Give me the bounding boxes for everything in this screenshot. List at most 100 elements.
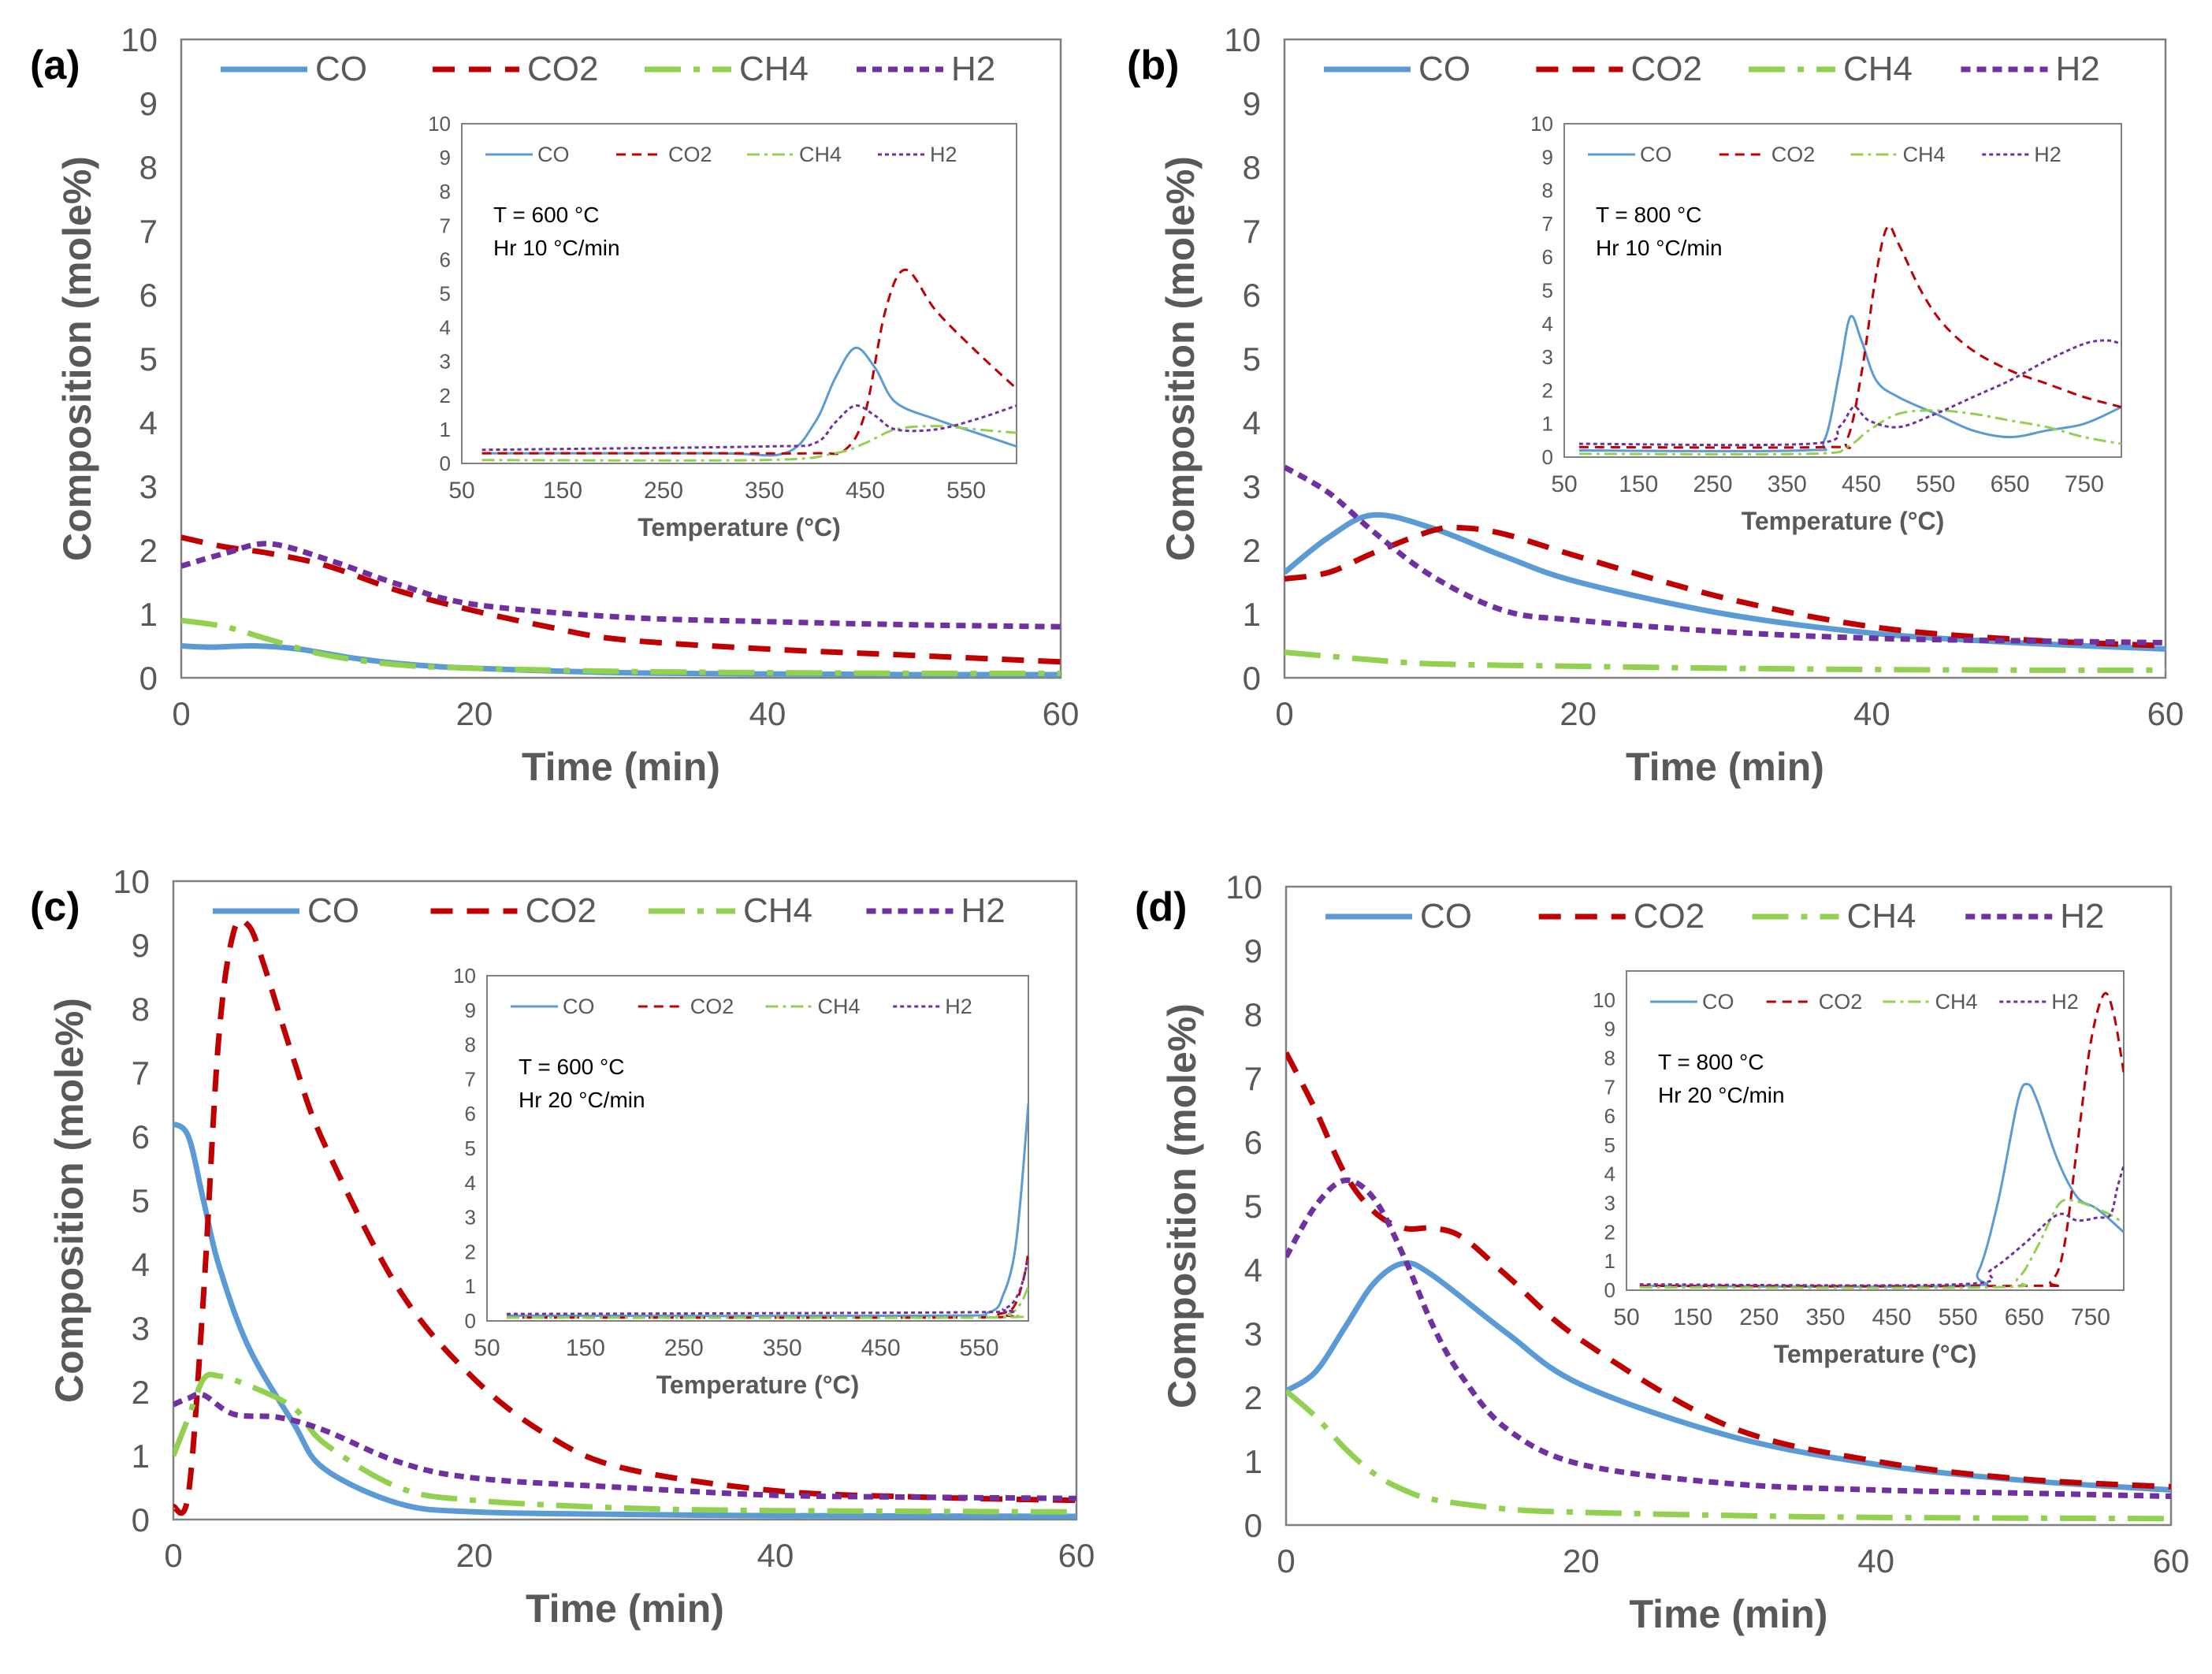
x-axis-title: Time (min) [1630,1592,1828,1636]
inset-x-tick-label: 150 [1619,471,1658,497]
y-tick-label: 8 [1244,996,1262,1033]
inset-annotation: Hr 10 °C/min [493,236,620,260]
inset-legend-label-ch4: CH4 [818,995,861,1018]
y-tick-label: 7 [1243,213,1261,250]
inset-legend-label-h2: H2 [930,143,957,166]
y-axis-title: Composition (mole%) [1160,1003,1204,1408]
y-tick-label: 3 [1244,1315,1262,1352]
x-tick-label: 60 [2153,1542,2190,1579]
inset-y-tick-label: 1 [465,1274,476,1298]
inset-x-tick-label: 350 [1768,471,1807,497]
inset-y-tick-label: 4 [1604,1162,1615,1186]
y-tick-label: 6 [132,1118,150,1155]
y-tick-label: 9 [139,85,158,122]
inset-x-tick-label: 250 [644,478,683,504]
series-line-co [1284,512,2166,652]
inset-legend-label-h2: H2 [2034,143,2061,166]
inset-y-tick-label: 0 [440,452,451,475]
legend-label-co: CO [307,891,359,930]
inset-series-line-co [506,1103,1028,1318]
series-line-ch4 [173,1371,1076,1515]
y-tick-label: 9 [1243,85,1261,122]
inset-legend-label-co2: CO2 [668,143,712,166]
inset-x-tick-label: 350 [745,478,784,504]
inset-y-tick-label: 2 [440,384,451,407]
inset-legend-label-ch4: CH4 [799,143,842,166]
inset-frame-b [1563,123,2122,458]
inset-y-tick-label: 8 [440,180,451,203]
inset-x-tick-label: 550 [1916,471,1955,497]
series-line-co [181,642,1061,678]
inset-y-tick-label: 3 [440,350,451,374]
x-tick-label: 0 [172,695,190,732]
inset-x-axis-title: Temperature (°C) [656,1371,860,1399]
plot-frame-a [180,38,1062,679]
y-tick-label: 4 [139,404,158,441]
panel-label-c: (c) [30,884,80,930]
series-line-co2 [1284,524,2166,649]
inset-x-axis-title: Temperature (°C) [1742,507,1945,535]
inset-annotation: T = 600 °C [519,1055,624,1079]
panel-label-a: (a) [30,43,80,88]
x-tick-label: 20 [1563,1542,1600,1579]
legend-label-h2: H2 [2060,897,2104,936]
inset-y-tick-label: 1 [1542,412,1553,436]
inset-series-line-ch4 [1578,409,2121,456]
inset-x-tick-label: 50 [474,1335,500,1361]
inset-annotation: T = 800 °C [1596,203,1701,227]
inset-frame-a [461,123,1017,464]
legend-label-ch4: CH4 [743,891,812,930]
inset-y-tick-label: 3 [1542,345,1553,369]
inset-frame-c [486,975,1029,1322]
inset-y-tick-label: 9 [1604,1017,1615,1041]
inset-x-tick-label: 750 [2065,471,2104,497]
inset-legend-label-co: CO [1702,990,1734,1014]
y-tick-label: 4 [1243,404,1261,441]
inset-legend-label-h2: H2 [2051,990,2079,1014]
inset-y-tick-label: 5 [465,1136,476,1160]
y-tick-label: 2 [132,1374,150,1411]
y-tick-label: 2 [1243,532,1261,569]
legend-label-co: CO [315,50,367,88]
y-tick-label: 8 [1243,149,1261,186]
inset-y-tick-label: 0 [1604,1278,1615,1302]
inset-x-tick-label: 150 [566,1335,605,1361]
inset-y-tick-label: 9 [440,146,451,169]
inset-series-line-ch4 [1639,1199,2124,1289]
y-tick-label: 5 [139,340,158,378]
series-line-ch4 [1286,1389,2171,1522]
inset-x-tick-label: 550 [946,478,986,504]
y-tick-label: 6 [139,277,158,314]
series-line-ch4 [181,617,1061,676]
inset-y-tick-label: 2 [465,1240,476,1263]
legend-label-co: CO [1420,897,1472,936]
inset-y-tick-label: 0 [1542,445,1553,469]
panel-label-b: (b) [1127,43,1179,88]
inset-y-tick-label: 5 [1604,1133,1615,1157]
inset-y-tick-label: 5 [440,282,451,306]
inset-x-tick-label: 150 [543,478,582,504]
y-tick-label: 3 [1243,468,1261,505]
y-tick-label: 4 [132,1246,150,1283]
inset-legend-label-h2: H2 [945,995,972,1018]
inset-series-line-ch4 [481,425,1017,462]
inset-y-tick-label: 2 [1542,378,1553,402]
legend-label-ch4: CH4 [739,50,809,88]
y-tick-label: 6 [1243,277,1261,314]
x-tick-label: 40 [1857,1542,1894,1579]
inset-x-tick-label: 650 [1991,471,2030,497]
inset-x-tick-label: 250 [1739,1304,1779,1330]
x-tick-label: 0 [1277,1542,1295,1579]
inset-y-tick-label: 8 [1542,179,1553,203]
y-tick-label: 8 [139,149,158,186]
inset-x-tick-label: 450 [1872,1304,1912,1330]
inset-y-tick-label: 6 [465,1102,476,1125]
inset-x-tick-label: 650 [2005,1304,2044,1330]
legend-label-co2: CO2 [1634,897,1705,936]
inset-y-tick-label: 7 [440,214,451,237]
inset-y-tick-label: 10 [1593,988,1615,1012]
inset-legend-label-co: CO [563,995,595,1018]
inset-annotation: Hr 20 °C/min [519,1088,645,1112]
y-tick-label: 10 [121,21,158,58]
